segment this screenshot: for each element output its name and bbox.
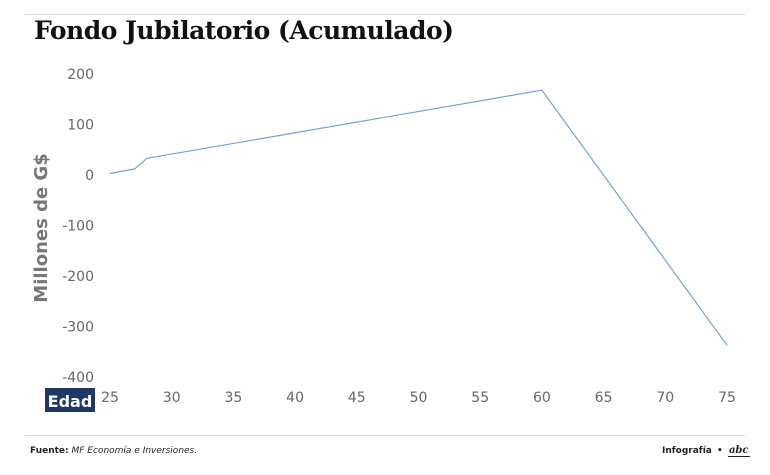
y-tick-label: -300 <box>62 320 94 336</box>
credit-label: Infografía <box>662 446 712 456</box>
y-tick-label: -400 <box>62 370 94 386</box>
credit-separator: • <box>717 446 723 456</box>
y-axis-ticks: 200 100 0 -100 -200 -300 -400 <box>62 67 94 386</box>
x-tick-label: 40 <box>286 390 304 406</box>
y-tick-label: 200 <box>67 67 94 83</box>
x-tick-label: 65 <box>595 390 613 406</box>
y-tick-label: 100 <box>67 118 94 134</box>
x-tick-label: 60 <box>533 390 551 406</box>
y-tick-label: -200 <box>62 269 94 285</box>
credit-note: Infografía • abc <box>662 445 750 457</box>
y-tick-label: -100 <box>62 219 94 235</box>
x-tick-label: 70 <box>656 390 674 406</box>
x-tick-label: 25 <box>101 390 119 406</box>
source-text: MF Economía e Inversiones. <box>71 446 198 456</box>
x-tick-label: 30 <box>163 390 181 406</box>
y-tick-label: 0 <box>85 168 94 184</box>
x-tick-label: 55 <box>471 390 489 406</box>
data-series <box>109 89 728 346</box>
x-axis-label-badge <box>45 388 95 412</box>
brand-logo: abc <box>727 445 750 457</box>
x-axis-label: Edad <box>48 392 93 411</box>
bottom-divider <box>25 435 745 436</box>
x-tick-label: 75 <box>718 390 736 406</box>
chart-title: Fondo Jubilatorio (Acumulado) <box>34 16 454 45</box>
source-label: Fuente: <box>30 446 69 456</box>
x-axis-ticks: 25 30 35 40 45 50 55 60 65 70 75 <box>101 390 736 406</box>
x-tick-label: 50 <box>410 390 428 406</box>
source-note: Fuente: MF Economía e Inversiones. <box>30 446 197 456</box>
y-axis-label: Millones de G$ <box>31 153 52 302</box>
x-tick-label: 35 <box>224 390 242 406</box>
series-line <box>109 89 728 346</box>
x-tick-label: 45 <box>348 390 366 406</box>
top-divider <box>25 14 745 15</box>
